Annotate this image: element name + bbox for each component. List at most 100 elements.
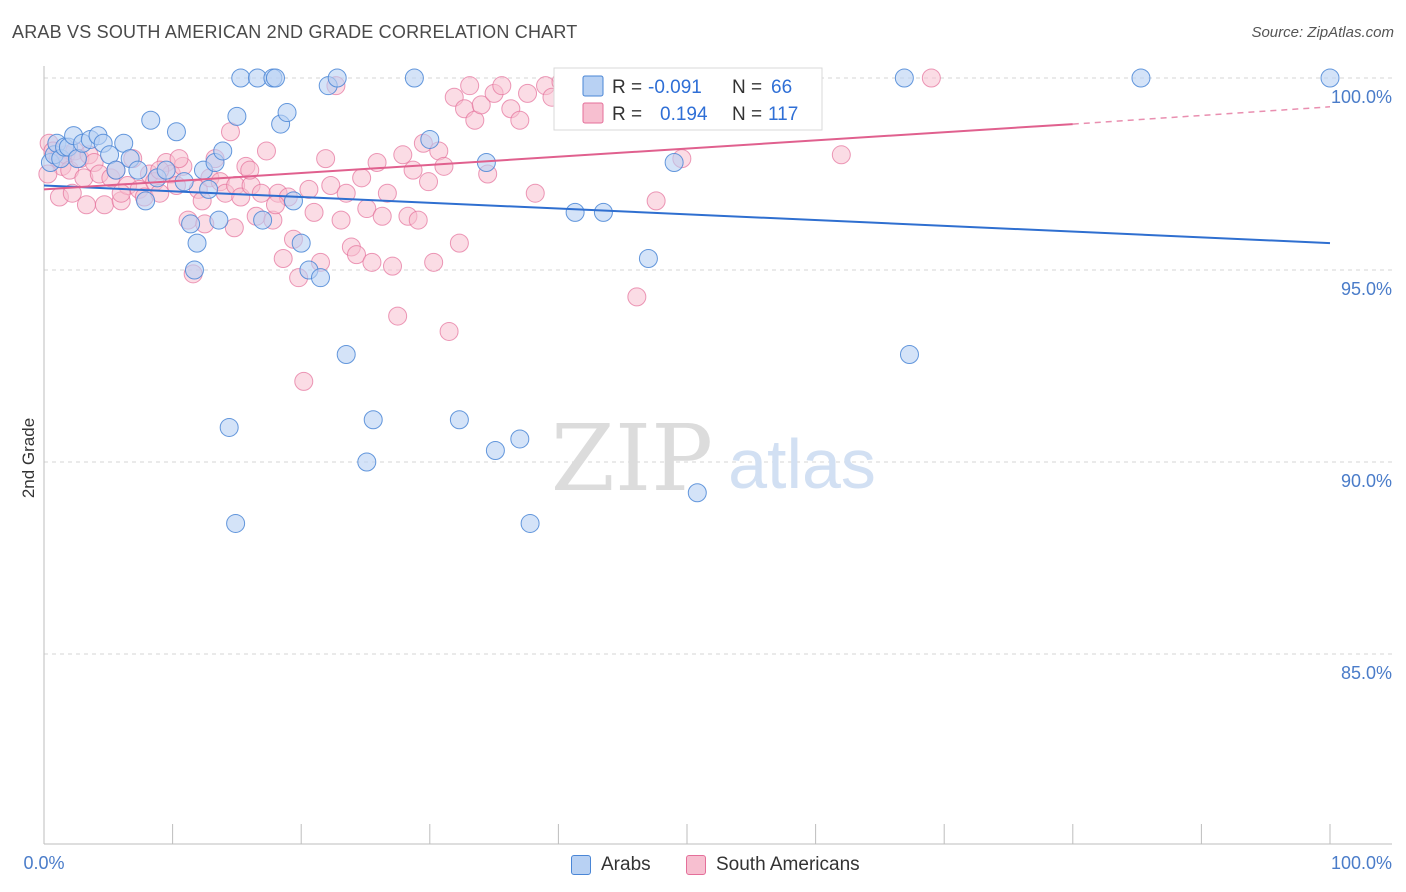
south-american-point-104	[831, 145, 851, 165]
south-american-point-66	[383, 256, 403, 276]
south-american-point-62	[362, 252, 382, 272]
arabs-points	[40, 68, 1340, 533]
south-americans-label: South Americans	[716, 854, 860, 875]
south-american-point-74	[424, 252, 444, 272]
chart-title: ARAB VS SOUTH AMERICAN 2ND GRADE CORRELA…	[12, 22, 578, 42]
arab-point-16	[128, 160, 148, 180]
south-american-point-42	[256, 141, 276, 161]
arab-point-27	[199, 179, 219, 199]
south-american-point-110	[111, 183, 131, 203]
south-american-point-60	[352, 168, 372, 188]
axes	[43, 66, 1392, 845]
arab-point-48	[420, 129, 440, 149]
arab-point-29	[209, 210, 229, 230]
south-americans-trend-extension	[1072, 106, 1331, 125]
legend-r-value-sa: 0.194	[660, 104, 708, 125]
arab-point-59	[894, 68, 914, 88]
arab-point-33	[231, 68, 251, 88]
arabs-trend-line	[43, 184, 1331, 245]
y-tick-label-0: 100.0%	[1331, 87, 1392, 107]
arab-point-62	[1320, 68, 1340, 88]
south-american-point-101	[646, 191, 666, 211]
watermark: ZIP atlas	[551, 405, 876, 512]
legend-item-south-americans[interactable]: South Americans	[686, 852, 860, 878]
arab-point-47	[404, 68, 424, 88]
south-american-point-76	[434, 156, 454, 176]
arab-point-54	[565, 202, 585, 222]
south-american-point-116	[265, 195, 285, 215]
south-american-point-77	[439, 321, 459, 341]
arab-point-17	[136, 191, 156, 211]
legend-n-value-arabs: 66	[771, 77, 792, 98]
south-american-point-50	[299, 179, 319, 199]
arab-point-13	[106, 160, 126, 180]
watermark-atlas: atlas	[728, 425, 876, 503]
arab-point-39	[291, 233, 311, 253]
arab-point-38	[283, 191, 303, 211]
x-tick-label-1: 100.0%	[1331, 853, 1392, 873]
arab-point-57	[664, 152, 684, 172]
legend-swatch-south-americans	[582, 102, 604, 124]
south-american-point-71	[408, 210, 428, 230]
south-american-point-59	[346, 245, 366, 265]
arab-point-51	[485, 440, 505, 460]
south-american-point-51	[304, 202, 324, 222]
south-american-point-73	[419, 172, 439, 192]
trend-lines	[43, 106, 1331, 245]
y-tick-label-3: 85.0%	[1341, 663, 1392, 683]
arab-point-52	[510, 429, 530, 449]
south-americans-swatch	[686, 855, 706, 875]
arab-point-56	[638, 248, 658, 268]
south-american-point-83	[471, 95, 491, 115]
south-american-point-49	[294, 371, 314, 391]
arab-point-44	[336, 344, 356, 364]
arab-point-25	[187, 233, 207, 253]
arab-point-60	[899, 344, 919, 364]
south-american-point-115	[240, 160, 260, 180]
arabs-swatch	[571, 855, 591, 875]
arab-point-41	[310, 268, 330, 288]
arab-point-45	[357, 452, 377, 472]
south-american-point-79	[449, 233, 469, 253]
arab-point-20	[156, 160, 176, 180]
south-american-point-114	[224, 218, 244, 238]
arab-point-64	[253, 210, 273, 230]
y-axis-title: 2nd Grade	[19, 418, 38, 498]
south-american-point-54	[321, 176, 341, 196]
arab-point-31	[219, 417, 239, 437]
arab-point-58	[687, 483, 707, 503]
legend-item-arabs[interactable]: Arabs	[571, 852, 651, 878]
south-american-point-109	[76, 195, 96, 215]
arab-point-53	[520, 513, 540, 533]
legend-n-label-arabs: N =	[732, 77, 762, 98]
south-american-point-45	[273, 248, 293, 268]
south-american-point-68	[393, 145, 413, 165]
legend-r-label-sa: R =	[612, 104, 642, 125]
arabs-label: Arabs	[601, 854, 651, 875]
legend-r-label-arabs: R =	[612, 77, 642, 98]
arab-point-37	[277, 103, 297, 123]
arab-point-55	[593, 202, 613, 222]
south-american-point-81	[460, 76, 480, 96]
tick-labels: 100.0% 95.0% 90.0% 85.0% 0.0% 100.0%	[23, 87, 1392, 873]
legend-box: R = -0.091 N = 66 R = 0.194 N = 117	[553, 67, 823, 131]
arab-point-21	[166, 122, 186, 142]
south-american-point-53	[316, 149, 336, 169]
arab-point-49	[449, 410, 469, 430]
arab-point-30	[213, 141, 233, 161]
south-american-point-105	[921, 68, 941, 88]
legend-n-value-sa: 117	[768, 104, 798, 125]
y-tick-label-2: 90.0%	[1341, 471, 1392, 491]
south-american-point-112	[169, 149, 189, 169]
south-american-point-57	[336, 183, 356, 203]
legend-r-value-arabs: -0.091	[648, 77, 702, 98]
arab-point-43	[327, 68, 347, 88]
arab-point-32	[226, 513, 246, 533]
arab-point-24	[184, 260, 204, 280]
y-tick-label-1: 95.0%	[1341, 279, 1392, 299]
source-label: Source: ZipAtlas.com	[1251, 24, 1394, 41]
south-americans-trend-line	[43, 123, 1073, 191]
south-american-point-86	[492, 76, 512, 96]
arab-point-61	[1131, 68, 1151, 88]
